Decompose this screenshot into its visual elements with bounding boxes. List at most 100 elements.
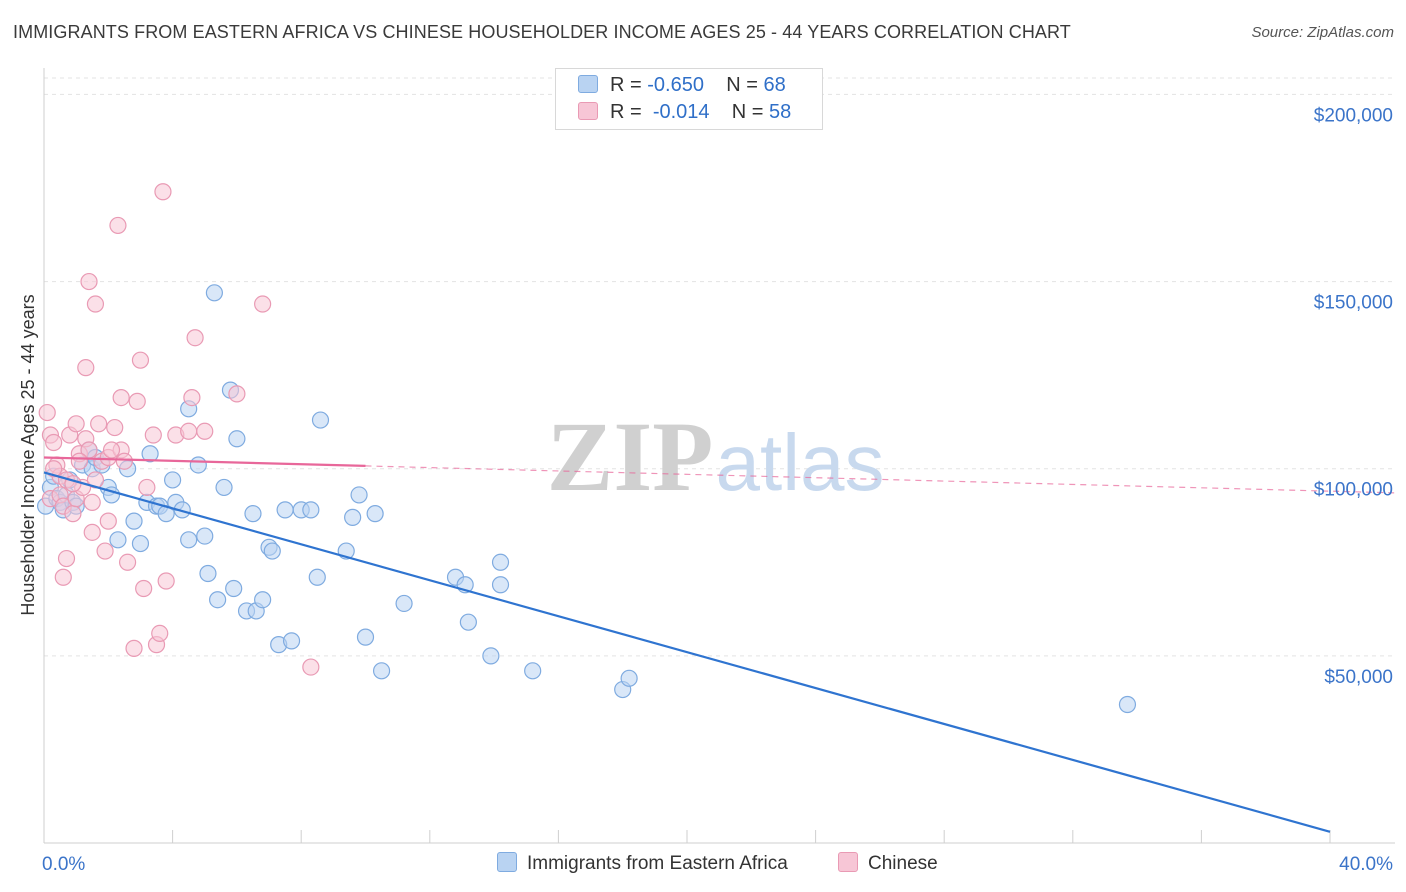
point-eastern-africa bbox=[620, 669, 638, 687]
point-chinese bbox=[77, 359, 95, 377]
point-eastern-africa bbox=[308, 568, 326, 586]
point-eastern-africa bbox=[180, 531, 198, 549]
point-chinese bbox=[106, 418, 124, 437]
point-chinese bbox=[135, 579, 153, 598]
legend-item-chinese: Chinese bbox=[838, 852, 938, 875]
point-eastern-africa bbox=[254, 591, 272, 609]
point-eastern-africa bbox=[302, 501, 320, 519]
y-axis-title: Householder Income Ages 25 - 44 years bbox=[18, 294, 38, 615]
point-chinese bbox=[99, 512, 117, 530]
series-chinese-points bbox=[38, 183, 320, 676]
point-chinese bbox=[228, 385, 246, 403]
point-eastern-africa bbox=[1118, 695, 1137, 714]
point-eastern-africa bbox=[109, 531, 127, 549]
point-eastern-africa bbox=[395, 594, 413, 613]
legend-r-value: -0.650 bbox=[647, 74, 704, 96]
point-eastern-africa bbox=[482, 647, 500, 665]
point-chinese bbox=[125, 639, 143, 657]
point-chinese bbox=[64, 505, 82, 523]
point-chinese bbox=[196, 422, 214, 440]
point-eastern-africa bbox=[459, 613, 477, 631]
point-chinese bbox=[154, 183, 172, 201]
point-eastern-africa bbox=[263, 542, 281, 560]
point-eastern-africa bbox=[205, 284, 223, 302]
point-chinese bbox=[254, 295, 272, 313]
point-eastern-africa bbox=[372, 662, 391, 680]
point-eastern-africa bbox=[524, 662, 542, 680]
point-eastern-africa bbox=[491, 553, 510, 571]
point-eastern-africa bbox=[131, 534, 150, 553]
point-chinese bbox=[86, 295, 105, 313]
point-chinese bbox=[144, 426, 162, 444]
point-chinese bbox=[38, 403, 56, 422]
point-chinese bbox=[96, 542, 114, 560]
gridlines bbox=[44, 77, 1395, 657]
point-eastern-africa bbox=[244, 505, 262, 523]
point-eastern-africa bbox=[282, 632, 301, 650]
watermark: ZIP atlas bbox=[547, 401, 885, 512]
point-chinese bbox=[80, 272, 98, 291]
point-chinese bbox=[302, 658, 320, 676]
legend-swatch-pink bbox=[578, 102, 598, 120]
point-chinese bbox=[115, 452, 133, 470]
y-tick-label: $200,000 bbox=[1314, 105, 1393, 126]
correlation-legend: R = -0.650 N = 68 R = -0.014 N = 58 bbox=[555, 68, 823, 130]
point-chinese bbox=[45, 433, 63, 452]
legend-swatch-blue bbox=[578, 75, 598, 93]
point-chinese bbox=[67, 415, 85, 433]
point-chinese bbox=[83, 493, 101, 511]
point-eastern-africa bbox=[491, 576, 510, 594]
point-chinese bbox=[186, 329, 204, 347]
point-eastern-africa bbox=[225, 579, 243, 598]
legend-row-eastern-africa: R = -0.650 N = 68 bbox=[578, 74, 786, 100]
legend-r-label: R = bbox=[610, 74, 642, 96]
legend-row-chinese: R = -0.014 N = 58 bbox=[578, 101, 791, 127]
source-label: Source: ZipAtlas.com bbox=[1251, 24, 1394, 41]
trend-line-eastern-africa bbox=[43, 471, 1331, 833]
legend-n-value: 58 bbox=[769, 101, 792, 123]
legend-item-label: Immigrants from Eastern Africa bbox=[527, 853, 788, 874]
point-chinese bbox=[138, 478, 156, 497]
point-eastern-africa bbox=[209, 591, 227, 609]
point-chinese bbox=[118, 553, 137, 571]
point-eastern-africa bbox=[311, 411, 330, 429]
point-eastern-africa bbox=[189, 456, 207, 474]
x-tick-label: 0.0% bbox=[42, 854, 85, 875]
point-chinese bbox=[180, 422, 198, 440]
point-chinese bbox=[70, 452, 88, 470]
point-chinese bbox=[183, 389, 201, 407]
point-eastern-africa bbox=[356, 628, 375, 646]
legend-n-label: N = bbox=[726, 74, 758, 96]
legend-r-label: R = bbox=[610, 101, 642, 123]
point-eastern-africa bbox=[164, 471, 182, 489]
y-tick-label: $150,000 bbox=[1314, 293, 1393, 314]
legend-n-label: N = bbox=[731, 101, 764, 123]
legend-item-eastern-africa: Immigrants from Eastern Africa bbox=[497, 852, 788, 875]
point-eastern-africa bbox=[141, 445, 159, 463]
series-legend: Immigrants from Eastern Africa Chinese bbox=[0, 852, 1406, 878]
point-chinese bbox=[151, 624, 169, 643]
point-eastern-africa bbox=[366, 505, 384, 523]
point-chinese bbox=[102, 441, 121, 459]
point-chinese bbox=[157, 572, 175, 590]
point-eastern-africa bbox=[196, 527, 214, 545]
point-eastern-africa bbox=[199, 564, 217, 583]
legend-swatch-pink bbox=[838, 852, 858, 872]
axes bbox=[43, 68, 1395, 844]
legend-swatch-blue bbox=[497, 852, 517, 872]
point-chinese bbox=[54, 568, 72, 586]
legend-n-value: 68 bbox=[763, 74, 786, 96]
point-chinese bbox=[112, 389, 130, 407]
point-chinese bbox=[45, 460, 63, 478]
watermark-atlas: atlas bbox=[716, 418, 885, 507]
point-chinese bbox=[90, 415, 108, 433]
point-chinese bbox=[83, 523, 101, 541]
trend-line-chinese-dashed bbox=[365, 465, 1396, 494]
point-chinese bbox=[109, 216, 127, 235]
point-chinese bbox=[128, 392, 146, 410]
trend-line-chinese-solid bbox=[43, 456, 366, 468]
point-eastern-africa bbox=[276, 501, 294, 519]
point-eastern-africa bbox=[125, 512, 143, 530]
legend-item-label: Chinese bbox=[868, 853, 938, 874]
